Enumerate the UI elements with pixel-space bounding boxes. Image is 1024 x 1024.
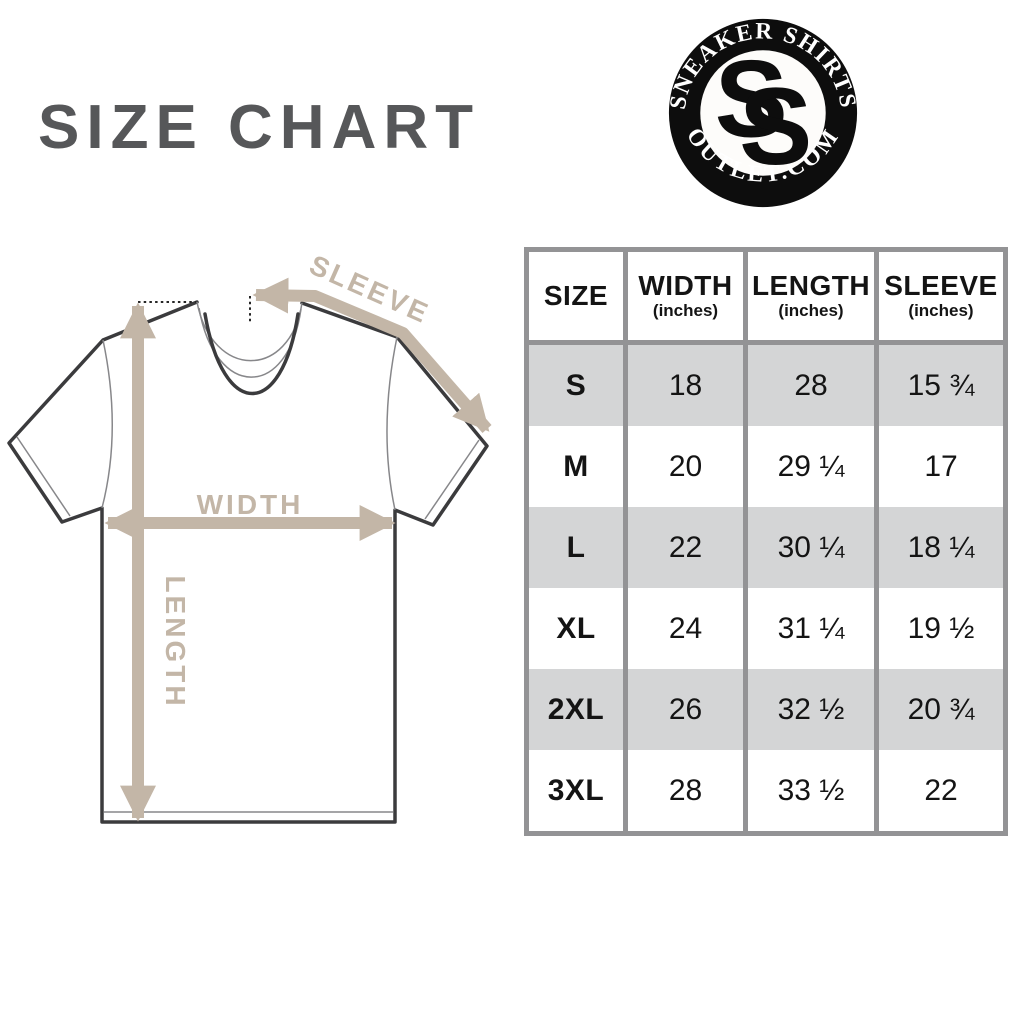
col-header-sleeve: SLEEVE (inches): [879, 252, 1003, 345]
length-label: LENGTH: [160, 575, 191, 708]
size-cell: 2XL: [529, 669, 623, 750]
col-header-length-label: LENGTH: [751, 270, 871, 302]
size-table: SIZE WIDTH (inches) LENGTH (inches) SLEE…: [524, 247, 1008, 836]
col-header-sleeve-label: SLEEVE: [884, 270, 998, 302]
sleeve-cell: 22: [879, 750, 1003, 831]
length-cell: 31 ¼: [748, 588, 874, 669]
col-header-size-label: SIZE: [543, 280, 609, 312]
sleeve-cell: 18 ¼: [879, 507, 1003, 588]
width-cell: 18: [628, 345, 743, 426]
width-cell: 24: [628, 588, 743, 669]
width-cell: 28: [628, 750, 743, 831]
logo-monogram: S S: [715, 39, 813, 188]
col-header-length-unit: (inches): [778, 300, 844, 320]
logo-monogram-s2: S: [739, 66, 812, 188]
col-header-sleeve-unit: (inches): [908, 300, 974, 320]
col-header-width-label: WIDTH: [638, 270, 733, 302]
left-cuff-line: [16, 436, 71, 517]
length-cell: 28: [748, 345, 874, 426]
length-cell: 32 ½: [748, 669, 874, 750]
sleeve-cell: 20 ¾: [879, 669, 1003, 750]
size-cell: 3XL: [529, 750, 623, 831]
sleeve-cell: 17: [879, 426, 1003, 507]
col-header-width: WIDTH (inches): [628, 252, 743, 345]
width-cell: 22: [628, 507, 743, 588]
logo-monogram-s1: S: [715, 39, 788, 161]
length-cell: 29 ¼: [748, 426, 874, 507]
length-cell: 30 ¼: [748, 507, 874, 588]
length-cell: 33 ½: [748, 750, 874, 831]
col-header-size: SIZE: [529, 252, 623, 345]
page-title: SIZE CHART: [38, 93, 480, 162]
tshirt-body-fill: [9, 302, 487, 822]
brand-logo: SNEAKER SHIRTS OUTLET.COM S S: [665, 18, 859, 208]
sleeve-arrow: [252, 277, 492, 433]
col-header-width-unit: (inches): [652, 300, 719, 320]
sleeve-cell: 19 ½: [879, 588, 1003, 669]
col-header-length: LENGTH (inches): [748, 252, 874, 345]
width-label: WIDTH: [197, 489, 304, 520]
tshirt-diagram: WIDTH LENGTH SLEEVE: [7, 249, 492, 824]
size-cell: L: [529, 507, 623, 588]
width-cell: 20: [628, 426, 743, 507]
size-cell: XL: [529, 588, 623, 669]
left-sleeve-seam: [101, 339, 113, 509]
width-cell: 26: [628, 669, 743, 750]
size-cell: M: [529, 426, 623, 507]
right-cuff-line: [424, 439, 480, 520]
sleeve-cell: 15 ¾: [879, 345, 1003, 426]
logo-inner-circle: [700, 50, 826, 176]
size-cell: S: [529, 345, 623, 426]
